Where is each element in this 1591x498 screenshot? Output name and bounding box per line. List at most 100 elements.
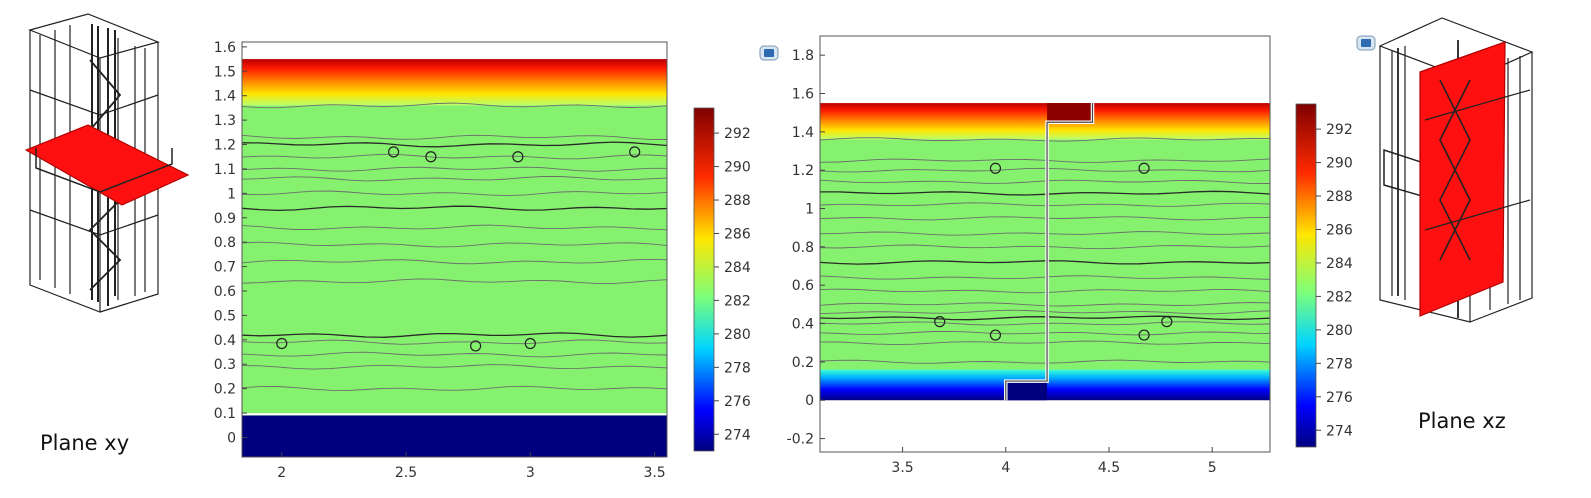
contour-line xyxy=(242,278,667,284)
y-tick-label: 0.2 xyxy=(792,355,814,371)
contour-line xyxy=(820,179,1270,184)
colorbar-tick-label: 284 xyxy=(1326,256,1353,272)
y-tick-label: 1 xyxy=(805,202,814,218)
rebar-marker xyxy=(989,329,1002,341)
colorbar-tick-label: 276 xyxy=(1326,390,1353,406)
colorbar-tick-label: 286 xyxy=(1326,222,1353,238)
y-tick-label: 0.9 xyxy=(214,211,236,227)
colorbar-tick-label: 288 xyxy=(1326,189,1353,205)
contour-line xyxy=(820,340,1270,346)
y-tick-label: 0.8 xyxy=(214,235,236,251)
contour-line xyxy=(242,364,667,370)
colorbar-tick-label: 276 xyxy=(724,394,751,410)
x-tick-label: 2 xyxy=(277,465,286,481)
contour-line xyxy=(820,330,1270,336)
y-tick-label: 0.6 xyxy=(214,284,236,300)
y-tick-label: 0.1 xyxy=(214,406,236,422)
x-tick-label: 3 xyxy=(526,465,535,481)
contour-line xyxy=(820,216,1270,221)
contour-line xyxy=(242,134,667,140)
rebar-marker xyxy=(934,316,946,328)
colorbar-tick-label: 278 xyxy=(1326,356,1353,372)
colorbar-tick-label: 286 xyxy=(724,226,751,242)
colorbar-tick-label: 274 xyxy=(1326,423,1353,439)
y-tick-label: 0.4 xyxy=(792,317,814,333)
y-tick-label: 1.6 xyxy=(214,40,236,56)
contour-line xyxy=(242,153,667,160)
y-tick-label: 0 xyxy=(805,393,814,409)
chart-xy-plane: 2 2.5 3 3.5 0 0.1 0.2 0.3 0.4 0.5 0.6 0.7 0.8 0.9 1 1.1… xyxy=(214,40,668,481)
plot-frame xyxy=(819,35,1271,453)
rebar-marker xyxy=(470,340,482,352)
left-inset-label: Plane xy xyxy=(40,431,129,455)
y-tick-label: 1.2 xyxy=(792,163,814,179)
x-tick-label: 4 xyxy=(1001,460,1010,476)
colorbar-tick-label: 284 xyxy=(724,260,751,276)
contour-line xyxy=(242,385,667,391)
colorbar-tick-label: 282 xyxy=(1326,289,1353,305)
rebar-marker xyxy=(1138,329,1150,341)
rebar-marker xyxy=(276,337,288,350)
x-tick-label: 5 xyxy=(1208,460,1217,476)
contour-line xyxy=(242,102,667,109)
contour-line xyxy=(820,202,1270,207)
x-tick-label: 2.5 xyxy=(395,465,417,481)
y-tick-label: 1.4 xyxy=(214,89,236,105)
y-tick-label: 1.4 xyxy=(792,125,814,141)
contour-line xyxy=(820,260,1270,265)
y-tick-label: 0.8 xyxy=(792,240,814,256)
contour-line xyxy=(242,224,667,231)
y-tick-label: 1.3 xyxy=(214,113,236,129)
colorbar-tick-label: 280 xyxy=(1326,323,1353,339)
contour-line xyxy=(242,258,667,265)
colorbar-tick-label: 292 xyxy=(1326,122,1353,138)
colorbar-right: 274 276 278 280 282 284 286 288 290 292 xyxy=(1295,103,1353,448)
colorbar-tick-label: 292 xyxy=(724,126,751,142)
y-tick-label: 1 xyxy=(227,186,236,202)
contour-line xyxy=(242,141,667,148)
right-inset-label: Plane xz xyxy=(1418,409,1506,433)
temperature-layer xyxy=(820,139,1270,370)
step-outline xyxy=(1005,103,1094,401)
step-cold-region xyxy=(1005,381,1048,401)
colorbar-tick-label: 282 xyxy=(724,293,751,309)
temperature-layer xyxy=(242,105,667,416)
colorbar-tick-label: 288 xyxy=(724,193,751,209)
contour-line xyxy=(820,244,1270,250)
y-tick-label: 0.6 xyxy=(792,278,814,294)
contour-line xyxy=(820,302,1270,307)
app-icon xyxy=(759,45,779,61)
contour-line xyxy=(242,339,667,345)
temperature-layer xyxy=(242,59,667,106)
y-tick-label: 0.4 xyxy=(214,333,236,349)
step-hot-region xyxy=(1047,103,1093,123)
colorbar-tick-label: 274 xyxy=(724,427,751,443)
chart-xz-plane: 3.5 4 4.5 5 -0.2 0 0.2 0.4 0.6 0.8 1 1.2 1.4 1.6 1.8 xyxy=(787,35,1271,476)
contour-line xyxy=(820,309,1270,315)
contour-line xyxy=(820,275,1270,280)
y-tick-label: 1.1 xyxy=(214,162,236,178)
x-tick-label: 3.5 xyxy=(891,460,913,476)
rebar-marker xyxy=(1138,162,1150,174)
contour-line xyxy=(820,321,1270,326)
rebar-marker xyxy=(1161,316,1173,328)
temperature-layer xyxy=(242,415,667,457)
contour-line xyxy=(242,205,667,212)
contour-line xyxy=(820,190,1270,196)
right-3d-inset xyxy=(1378,17,1534,323)
contour-line xyxy=(820,231,1270,236)
rebar-marker xyxy=(512,151,524,163)
contour-line xyxy=(242,241,667,248)
contour-line xyxy=(820,359,1270,364)
contour-line xyxy=(242,166,667,172)
contour-line xyxy=(820,167,1270,173)
contour-line xyxy=(242,351,667,358)
y-tick-label: 0.7 xyxy=(214,260,236,276)
contour-line xyxy=(242,332,667,338)
rebar-marker xyxy=(524,337,536,350)
colorbar-tick-label: 280 xyxy=(724,327,751,343)
contour-line xyxy=(820,288,1270,294)
y-tick-label: -0.2 xyxy=(787,432,814,448)
y-tick-label: 1.8 xyxy=(792,48,814,64)
